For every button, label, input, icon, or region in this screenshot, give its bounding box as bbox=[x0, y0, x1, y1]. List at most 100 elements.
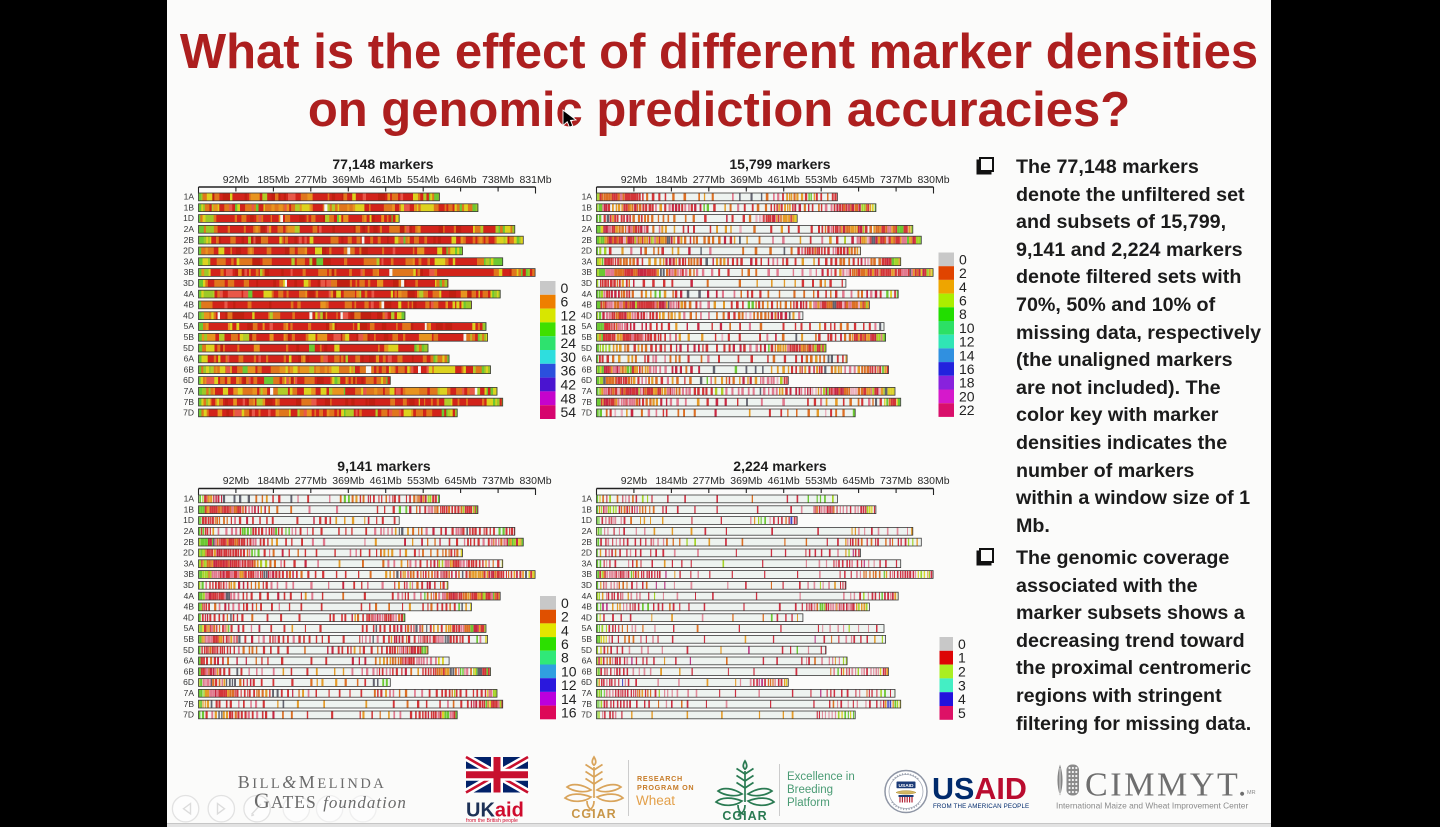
svg-text:277Mb: 277Mb bbox=[295, 174, 327, 186]
svg-text:6: 6 bbox=[959, 292, 967, 308]
svg-text:7A: 7A bbox=[184, 688, 195, 698]
svg-text:4B: 4B bbox=[184, 602, 195, 612]
svg-text:369Mb: 369Mb bbox=[730, 475, 762, 487]
svg-text:2B: 2B bbox=[582, 235, 593, 245]
svg-text:2: 2 bbox=[959, 265, 967, 281]
svg-text:3B: 3B bbox=[582, 267, 593, 277]
svg-text:18: 18 bbox=[959, 375, 975, 391]
svg-text:461Mb: 461Mb bbox=[768, 475, 800, 487]
svg-text:1B: 1B bbox=[184, 504, 195, 514]
svg-text:FROM THE AMERICAN PEOPLE: FROM THE AMERICAN PEOPLE bbox=[933, 803, 1029, 810]
svg-text:1: 1 bbox=[958, 650, 966, 666]
svg-text:1A: 1A bbox=[184, 192, 195, 202]
svg-text:USAID: USAID bbox=[932, 772, 1027, 806]
svg-text:CIMMYT.: CIMMYT. bbox=[1085, 767, 1249, 804]
svg-text:0: 0 bbox=[959, 251, 967, 267]
svg-text:3D: 3D bbox=[183, 580, 194, 590]
svg-text:5A: 5A bbox=[184, 623, 195, 633]
svg-text:6D: 6D bbox=[183, 375, 194, 385]
svg-text:1A: 1A bbox=[582, 494, 593, 504]
svg-text:6B: 6B bbox=[582, 364, 593, 374]
svg-text:7D: 7D bbox=[183, 710, 194, 720]
svg-text:0: 0 bbox=[561, 280, 569, 296]
svg-text:737Mb: 737Mb bbox=[880, 475, 912, 487]
svg-text:5A: 5A bbox=[582, 623, 593, 633]
svg-text:4D: 4D bbox=[581, 310, 592, 320]
svg-text:5B: 5B bbox=[582, 332, 593, 342]
svg-text:369Mb: 369Mb bbox=[332, 174, 364, 186]
svg-text:3B: 3B bbox=[582, 569, 593, 579]
svg-text:553Mb: 553Mb bbox=[805, 475, 837, 487]
svg-text:1B: 1B bbox=[582, 504, 593, 514]
svg-text:12: 12 bbox=[561, 308, 577, 324]
svg-text:12: 12 bbox=[561, 677, 577, 693]
svg-text:5D: 5D bbox=[581, 343, 592, 353]
svg-text:4: 4 bbox=[959, 279, 967, 295]
svg-text:5B: 5B bbox=[184, 332, 195, 342]
svg-text:10: 10 bbox=[561, 663, 577, 679]
svg-text:1B: 1B bbox=[582, 202, 593, 212]
svg-text:2A: 2A bbox=[582, 224, 593, 234]
svg-text:1A: 1A bbox=[184, 494, 195, 504]
svg-text:3A: 3A bbox=[582, 256, 593, 266]
svg-text:3: 3 bbox=[958, 677, 966, 693]
svg-text:2D: 2D bbox=[581, 246, 592, 256]
svg-text:645Mb: 645Mb bbox=[445, 475, 477, 487]
svg-text:1D: 1D bbox=[581, 515, 592, 525]
svg-text:7D: 7D bbox=[183, 408, 194, 418]
svg-text:92Mb: 92Mb bbox=[223, 174, 249, 186]
svg-text:42: 42 bbox=[561, 377, 577, 393]
svg-text:737Mb: 737Mb bbox=[482, 475, 514, 487]
svg-text:277Mb: 277Mb bbox=[295, 475, 327, 487]
svg-text:Excellence in: Excellence in bbox=[787, 771, 855, 783]
svg-text:3A: 3A bbox=[184, 256, 195, 266]
svg-text:9,141 markers: 9,141 markers bbox=[337, 458, 431, 474]
svg-text:3B: 3B bbox=[184, 569, 195, 579]
svg-text:3D: 3D bbox=[183, 278, 194, 288]
svg-text:1D: 1D bbox=[183, 515, 194, 525]
svg-text:36: 36 bbox=[561, 363, 577, 379]
svg-text:International Maize and Wheat: International Maize and Wheat Improvemen… bbox=[1056, 801, 1248, 811]
svg-text:18: 18 bbox=[561, 321, 577, 337]
svg-text:Wheat: Wheat bbox=[636, 793, 675, 808]
svg-text:MR: MR bbox=[1247, 790, 1256, 796]
svg-text:184Mb: 184Mb bbox=[655, 174, 687, 186]
svg-text:7B: 7B bbox=[184, 397, 195, 407]
svg-text:830Mb: 830Mb bbox=[917, 174, 949, 186]
svg-text:553Mb: 553Mb bbox=[805, 174, 837, 186]
svg-text:461Mb: 461Mb bbox=[370, 174, 402, 186]
svg-text:CGIAR: CGIAR bbox=[722, 809, 767, 823]
svg-text:2D: 2D bbox=[183, 548, 194, 558]
svg-text:6A: 6A bbox=[582, 354, 593, 364]
svg-text:4B: 4B bbox=[184, 300, 195, 310]
svg-text:20: 20 bbox=[959, 388, 975, 404]
svg-text:48: 48 bbox=[561, 390, 577, 406]
svg-text:0: 0 bbox=[958, 636, 966, 652]
svg-text:184Mb: 184Mb bbox=[655, 475, 687, 487]
svg-text:553Mb: 553Mb bbox=[407, 475, 439, 487]
svg-text:6A: 6A bbox=[184, 656, 195, 666]
svg-text:2A: 2A bbox=[582, 526, 593, 536]
svg-text:6A: 6A bbox=[582, 656, 593, 666]
svg-text:831Mb: 831Mb bbox=[519, 174, 551, 186]
svg-text:4: 4 bbox=[561, 622, 569, 638]
svg-text:8: 8 bbox=[561, 650, 569, 666]
svg-text:645Mb: 645Mb bbox=[843, 174, 875, 186]
svg-text:5B: 5B bbox=[582, 634, 593, 644]
svg-text:8: 8 bbox=[959, 306, 967, 322]
svg-text:7D: 7D bbox=[581, 408, 592, 418]
svg-text:645Mb: 645Mb bbox=[843, 475, 875, 487]
svg-text:185Mb: 185Mb bbox=[257, 174, 289, 186]
svg-text:646Mb: 646Mb bbox=[445, 174, 477, 186]
svg-text:92Mb: 92Mb bbox=[621, 475, 647, 487]
svg-text:3D: 3D bbox=[581, 278, 592, 288]
svg-text:277Mb: 277Mb bbox=[693, 174, 725, 186]
svg-text:2A: 2A bbox=[184, 224, 195, 234]
svg-text:Breeding: Breeding bbox=[787, 784, 833, 796]
svg-text:737Mb: 737Mb bbox=[880, 174, 912, 186]
svg-text:7A: 7A bbox=[582, 688, 593, 698]
svg-text:RESEARCH: RESEARCH bbox=[637, 774, 683, 783]
svg-text:369Mb: 369Mb bbox=[730, 174, 762, 186]
svg-text:14: 14 bbox=[561, 691, 577, 707]
svg-text:277Mb: 277Mb bbox=[693, 475, 725, 487]
